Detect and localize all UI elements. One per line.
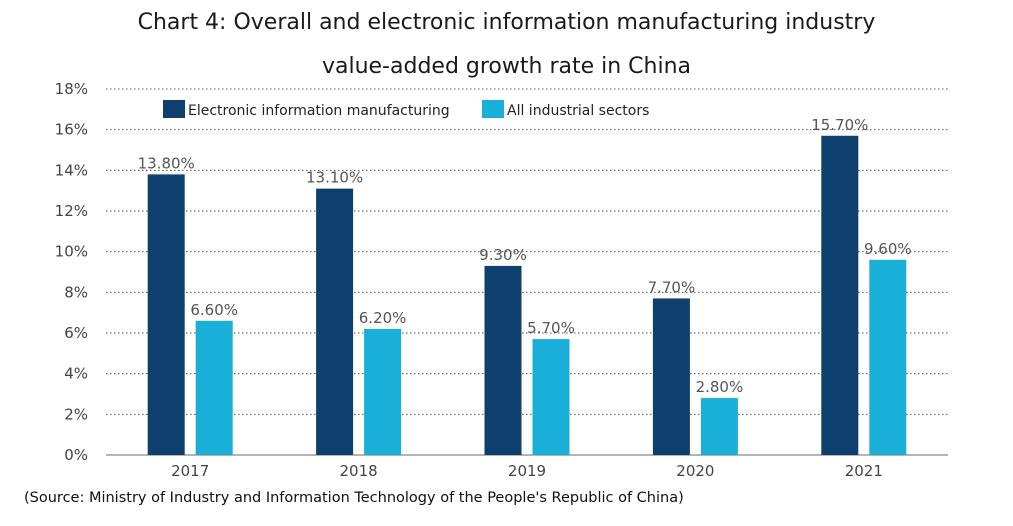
data-label: 9.30% bbox=[479, 246, 527, 264]
x-tick-label: 2020 bbox=[676, 462, 714, 480]
chart-title-line-2: value-added growth rate in China bbox=[321, 54, 692, 79]
bar-industrial-2020 bbox=[700, 398, 738, 455]
y-tick-label: 14% bbox=[55, 161, 88, 179]
bar-electronic-2017 bbox=[147, 174, 185, 455]
legend-label: All industrial sectors bbox=[507, 103, 649, 119]
y-tick-label: 6% bbox=[64, 324, 88, 342]
chart-title-line-1: Chart 4: Overall and electronic informat… bbox=[137, 10, 876, 35]
y-tick-label: 12% bbox=[55, 202, 88, 220]
x-tick-label: 2019 bbox=[508, 462, 546, 480]
data-label: 6.60% bbox=[190, 301, 238, 319]
data-label: 6.20% bbox=[359, 309, 407, 327]
y-tick-label: 4% bbox=[64, 365, 88, 383]
x-tick-label: 2017 bbox=[171, 462, 209, 480]
y-tick-label: 8% bbox=[64, 283, 88, 301]
data-label: 5.70% bbox=[527, 319, 575, 337]
bar-electronic-2018 bbox=[316, 188, 354, 455]
y-tick-label: 10% bbox=[55, 243, 88, 261]
y-tick-label: 18% bbox=[55, 80, 88, 98]
x-tick-label: 2018 bbox=[340, 462, 378, 480]
data-label: 13.10% bbox=[306, 169, 363, 187]
data-label: 9.60% bbox=[864, 240, 912, 258]
legend-label: Electronic information manufacturing bbox=[188, 103, 450, 119]
data-label: 13.80% bbox=[138, 154, 195, 172]
legend-swatch bbox=[482, 100, 504, 118]
bar-electronic-2020 bbox=[652, 298, 690, 455]
data-label: 15.70% bbox=[811, 116, 868, 134]
bar-industrial-2018 bbox=[364, 328, 402, 455]
y-tick-label: 0% bbox=[64, 446, 88, 464]
bar-electronic-2021 bbox=[821, 135, 859, 455]
bar-industrial-2021 bbox=[869, 259, 907, 455]
data-label: 7.70% bbox=[648, 278, 696, 296]
legend-swatch bbox=[163, 100, 185, 118]
bar-industrial-2019 bbox=[532, 339, 570, 455]
x-tick-label: 2021 bbox=[845, 462, 883, 480]
bar-industrial-2017 bbox=[195, 320, 233, 455]
source-note: (Source: Ministry of Industry and Inform… bbox=[24, 490, 684, 506]
y-tick-label: 16% bbox=[55, 121, 88, 139]
data-label: 2.80% bbox=[696, 378, 744, 396]
y-tick-label: 2% bbox=[64, 405, 88, 423]
bar-electronic-2019 bbox=[484, 265, 522, 455]
